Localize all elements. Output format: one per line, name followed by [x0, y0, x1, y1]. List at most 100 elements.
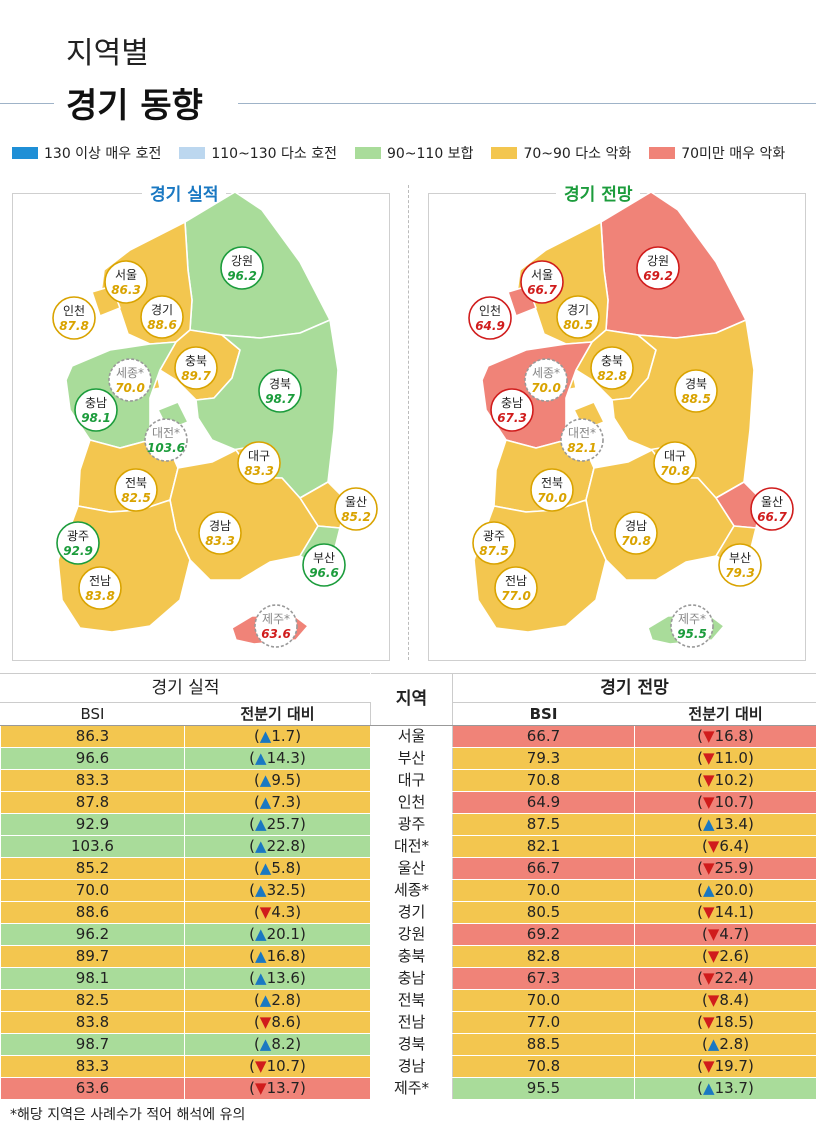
- region-cell: 인천: [370, 791, 453, 814]
- region-cell: 경기: [370, 901, 453, 924]
- out-change-cell: (▼11.0): [633, 747, 816, 770]
- legend-swatch: [12, 147, 38, 159]
- up-arrow-icon: ▲: [255, 815, 267, 833]
- header-rule-right: [238, 103, 816, 104]
- badge-value-label: 70.0: [537, 491, 567, 505]
- perf-change-cell: (▼10.7): [184, 1055, 371, 1078]
- badge-region-label: 제주*: [678, 612, 706, 626]
- down-arrow-icon: ▼: [255, 1057, 267, 1075]
- badge-value-label: 82.5: [121, 491, 151, 505]
- table-row: 85.2 (▲5.8) 울산 66.7 (▼25.9): [0, 857, 816, 880]
- badge-value-label: 66.7: [527, 283, 557, 297]
- out-change-cell: (▼19.7): [633, 1055, 816, 1078]
- out-change-cell: (▲13.4): [633, 813, 816, 836]
- badge-value-label: 87.8: [59, 319, 89, 333]
- badge-circle: [74, 388, 118, 432]
- badge-region-label: 강원: [647, 254, 669, 268]
- badge-region-label: 인천: [63, 303, 85, 318]
- header-rule-left: [0, 103, 54, 104]
- region-cell: 울산: [370, 857, 453, 880]
- legend-item: 110~130 다소 호전: [179, 143, 337, 163]
- badge-value-label: 83.8: [85, 589, 115, 603]
- badge-region-label: 대구: [248, 449, 270, 463]
- perf-change-cell: (▲9.5): [184, 769, 371, 792]
- bsi-table: 경기 실적 지역 경기 전망 BSI 전분기 대비 BSI 전분기 대비 86.…: [0, 673, 816, 1100]
- out-bsi-cell: 64.9: [452, 791, 635, 814]
- badge-circle: [490, 388, 534, 432]
- badge-circle: [670, 604, 714, 648]
- badge-value-label: 67.3: [497, 411, 527, 425]
- perf-change-cell: (▲5.8): [184, 857, 371, 880]
- badge-region-label: 대전*: [568, 426, 596, 440]
- out-bsi-cell: 66.7: [452, 725, 635, 748]
- badge-value-label: 85.2: [341, 510, 371, 524]
- perf-bsi-cell: 63.6: [0, 1077, 185, 1100]
- badge-circle: [56, 521, 100, 565]
- table-row: 88.6 (▼4.3) 경기 80.5 (▼14.1): [0, 901, 816, 924]
- badge-circle: [174, 346, 218, 390]
- out-change-cell: (▼18.5): [633, 1011, 816, 1034]
- badge-circle: [524, 358, 568, 402]
- table-subheader-out-bsi: BSI: [452, 702, 635, 726]
- table-row: 98.7 (▲8.2) 경북 88.5 (▲2.8): [0, 1033, 816, 1056]
- region-cell: 대구: [370, 769, 453, 792]
- page-subtitle: 지역별: [66, 36, 149, 71]
- region-cell: 서울: [370, 725, 453, 748]
- legend-label: 130 이상 매우 호전: [44, 146, 162, 162]
- up-arrow-icon: ▲: [255, 881, 267, 899]
- out-change-cell: (▲2.8): [633, 1033, 816, 1056]
- badge-circle: [302, 543, 346, 587]
- table-row: 92.9 (▲25.7) 광주 87.5 (▲13.4): [0, 813, 816, 836]
- table-row: 86.3 (▲1.7) 서울 66.7 (▼16.8): [0, 725, 816, 748]
- legend-swatch: [354, 147, 381, 159]
- up-arrow-icon: ▲: [259, 859, 272, 877]
- badge-value-label: 96.2: [227, 269, 257, 283]
- badge-value-label: 88.5: [681, 392, 711, 406]
- up-arrow-icon: ▲: [255, 947, 267, 965]
- perf-bsi-cell: 89.7: [0, 945, 185, 968]
- perf-bsi-cell: 88.6: [0, 901, 185, 924]
- region-cell: 충남: [370, 967, 453, 990]
- region-shape: [473, 499, 607, 633]
- badge-circle: [520, 260, 564, 304]
- badge-value-label: 70.8: [621, 534, 651, 548]
- out-bsi-cell: 67.3: [452, 967, 635, 990]
- badge-circle: [472, 521, 516, 565]
- down-arrow-icon: ▼: [703, 1057, 715, 1075]
- badge-region-label: 세종*: [532, 366, 560, 380]
- badge-region-label: 서울: [115, 268, 137, 282]
- perf-change-cell: (▼13.7): [184, 1077, 371, 1100]
- up-arrow-icon: ▲: [259, 727, 272, 745]
- perf-bsi-cell: 82.5: [0, 989, 185, 1012]
- region-badge: 세종*70.0: [108, 358, 152, 402]
- out-change-cell: (▼16.8): [633, 725, 816, 748]
- down-arrow-icon: ▼: [259, 1013, 272, 1031]
- down-arrow-icon: ▼: [703, 969, 715, 987]
- region-cell: 대전*: [370, 835, 453, 858]
- down-arrow-icon: ▼: [703, 859, 715, 877]
- down-arrow-icon: ▼: [703, 727, 715, 745]
- up-arrow-icon: ▲: [703, 815, 715, 833]
- out-bsi-cell: 70.0: [452, 989, 635, 1012]
- up-arrow-icon: ▲: [255, 969, 267, 987]
- legend: 130 이상 매우 호전 110~130 다소 호전 90~110 보합 70~90 …: [12, 141, 812, 165]
- region-cell: 경남: [370, 1055, 453, 1078]
- table-row: 83.3 (▲9.5) 대구 70.8 (▼10.2): [0, 769, 816, 792]
- outlook-map: 서울66.7인천64.9경기80.5강원69.2세종*70.0충북82.8경북8…: [468, 191, 794, 648]
- table-row: 83.3 (▼10.7) 경남 70.8 (▼19.7): [0, 1055, 816, 1078]
- badge-region-label: 전북: [125, 476, 147, 490]
- out-change-cell: (▼14.1): [633, 901, 816, 924]
- perf-bsi-cell: 86.3: [0, 725, 185, 748]
